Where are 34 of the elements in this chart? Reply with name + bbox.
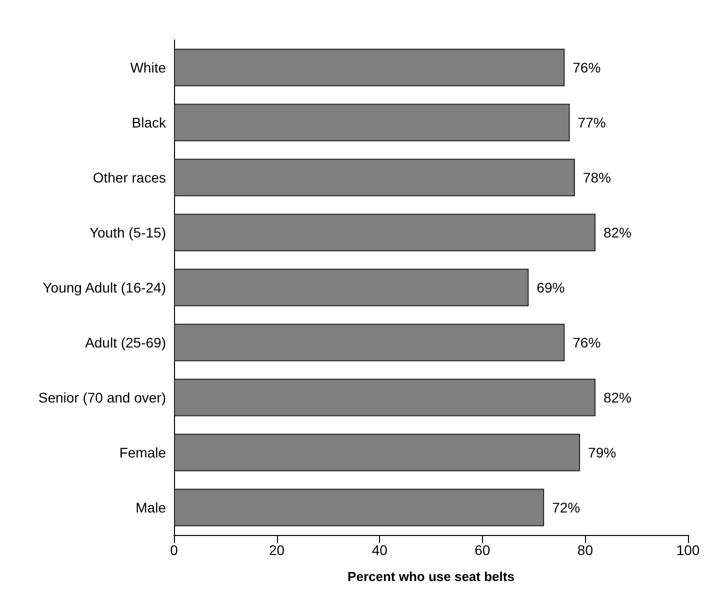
bar xyxy=(174,268,529,306)
data-label: 76% xyxy=(572,334,601,350)
y-tick-label: White xyxy=(130,60,166,76)
bar xyxy=(174,488,544,526)
y-tick-label: Other races xyxy=(92,170,166,186)
data-label: 82% xyxy=(603,390,632,406)
data-label: 76% xyxy=(572,60,601,76)
data-label: 69% xyxy=(536,280,565,296)
y-tick-label: Black xyxy=(132,114,167,130)
x-tick-label: 80 xyxy=(577,542,594,558)
bar xyxy=(174,214,596,252)
bar xyxy=(174,324,565,362)
y-tick-label: Adult (25-69) xyxy=(85,334,166,350)
data-label: 78% xyxy=(582,170,611,186)
y-tick-label: Youth (5-15) xyxy=(89,224,166,240)
y-tick-label: Young Adult (16-24) xyxy=(42,280,166,296)
y-tick-label: Male xyxy=(136,500,166,516)
x-axis-title: Percent who use seat belts xyxy=(348,569,514,584)
x-tick-label: 60 xyxy=(474,542,490,558)
x-tick-label: 100 xyxy=(676,542,700,558)
bar xyxy=(174,158,575,196)
bar xyxy=(174,48,565,86)
data-label: 77% xyxy=(578,114,606,130)
x-tick-label: 40 xyxy=(372,542,388,558)
x-tick-label: 20 xyxy=(269,542,285,558)
bar xyxy=(174,434,580,472)
bar xyxy=(174,104,570,142)
data-label: 72% xyxy=(552,500,580,516)
y-tick-label: Senior (70 and over) xyxy=(38,390,166,406)
y-tick-label: Female xyxy=(119,444,166,460)
data-label: 79% xyxy=(588,444,616,460)
x-tick-label: 0 xyxy=(170,542,178,558)
data-label: 82% xyxy=(603,224,632,240)
bar xyxy=(174,378,596,416)
